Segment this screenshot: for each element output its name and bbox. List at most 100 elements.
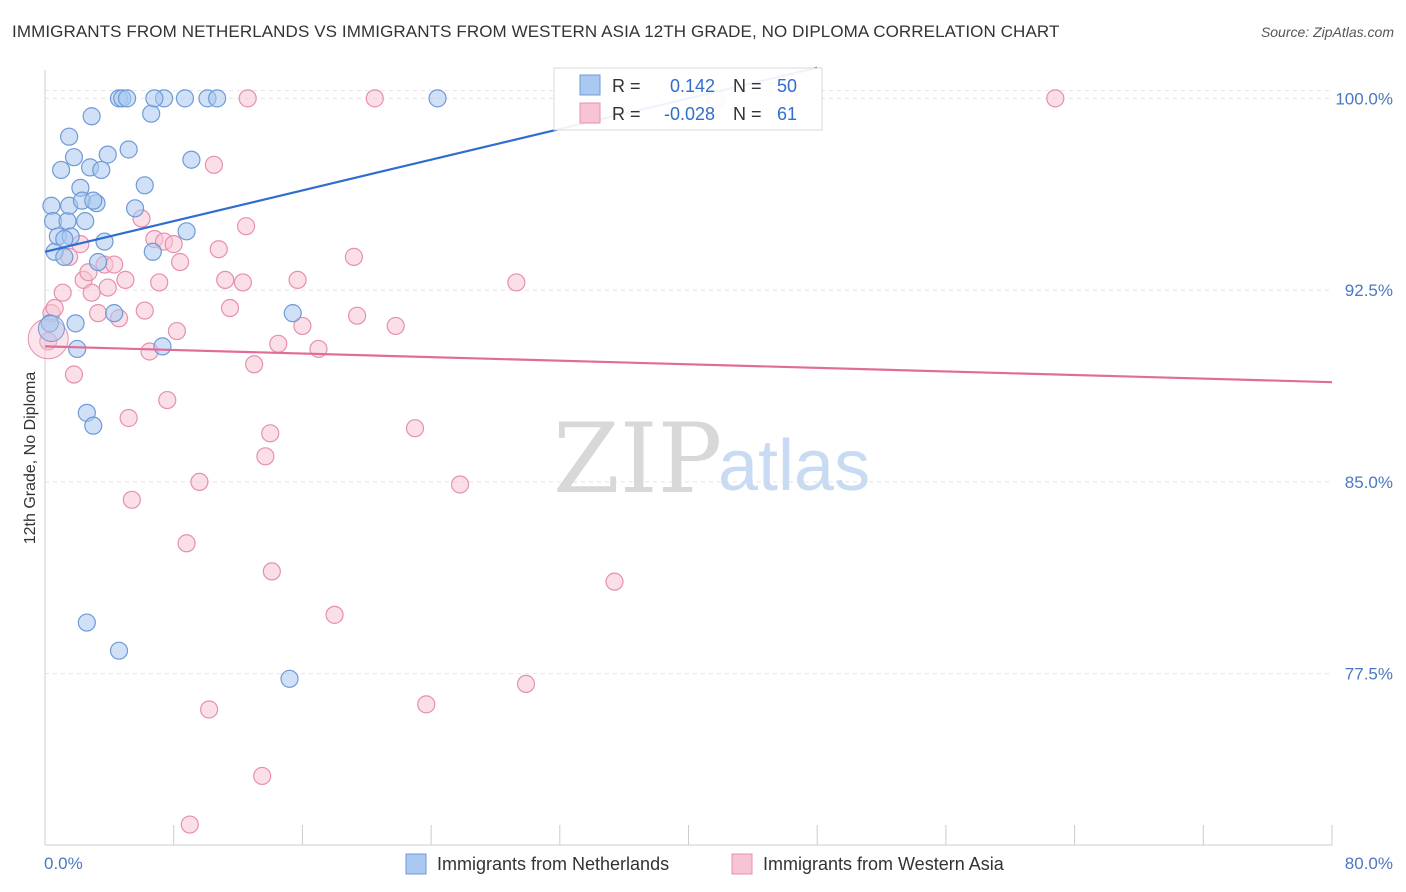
pink-series-point xyxy=(116,270,135,290)
y-tick-label: 100.0% xyxy=(1335,89,1393,108)
pink-series-point xyxy=(216,270,235,290)
blue-series-point xyxy=(66,314,85,333)
blue-series-point xyxy=(84,416,103,435)
blue-series-points xyxy=(37,89,447,688)
y-tick-label: 92.5% xyxy=(1345,281,1393,300)
blue-series-point xyxy=(60,127,79,146)
blue-series-point xyxy=(145,89,164,108)
blue-series-point xyxy=(92,160,111,180)
pink-series-point xyxy=(256,447,275,466)
pink-series-point xyxy=(53,283,72,302)
x-tick-marks xyxy=(44,825,1333,845)
pink-series-point xyxy=(98,278,117,297)
pink-series-point xyxy=(105,255,124,274)
legend-blue-swatch xyxy=(405,853,427,875)
y-axis-title: 12th Grade, No Diploma xyxy=(22,372,39,545)
blue-series-point xyxy=(143,242,162,261)
blue-series-point xyxy=(68,339,87,359)
y-tick-label: 85.0% xyxy=(1345,473,1393,492)
pink-series-point xyxy=(325,605,344,624)
pink-series-point xyxy=(236,217,256,236)
blue-series-point xyxy=(64,148,84,167)
legend: Immigrants from Netherlands Immigrants f… xyxy=(405,853,1005,875)
blue-series-point xyxy=(280,669,299,688)
pink-series-points xyxy=(27,89,1065,834)
source-label: Source: ZipAtlas.com xyxy=(1260,24,1394,40)
blue-series-point xyxy=(76,211,95,231)
blue-series-point xyxy=(283,304,302,323)
blue-series-point xyxy=(84,191,103,210)
y-tick-labels: 77.5% 85.0% 92.5% 100.0% xyxy=(1335,89,1393,683)
stats-pink-n-value: 61 xyxy=(777,104,797,124)
stats-pink-swatch xyxy=(579,102,601,124)
pink-series-point xyxy=(158,390,177,410)
stats-pink-r-value: -0.028 xyxy=(664,104,715,124)
pink-series-point xyxy=(347,306,367,325)
pink-series-point xyxy=(64,365,84,384)
blue-series-point xyxy=(55,247,74,266)
blue-series-point xyxy=(177,222,196,241)
pink-series-point xyxy=(605,572,624,591)
watermark: ZIP atlas xyxy=(553,403,870,515)
blue-series-point xyxy=(119,140,138,159)
pink-series-point xyxy=(150,273,169,292)
y-tick-label: 77.5% xyxy=(1345,665,1393,684)
pink-series-point xyxy=(164,235,183,254)
pink-series-point xyxy=(288,270,307,290)
blue-series-point xyxy=(109,641,129,660)
stats-blue-r-label: R = xyxy=(612,76,641,96)
blue-series-point xyxy=(428,89,447,108)
blue-series-point xyxy=(98,145,117,164)
pink-series-point xyxy=(386,316,405,336)
legend-blue-label: Immigrants from Netherlands xyxy=(437,854,669,874)
pink-series-point xyxy=(507,273,526,292)
pink-series-point xyxy=(180,815,199,834)
x-tick-label-max: 80.0% xyxy=(1345,854,1393,873)
pink-series-point xyxy=(417,695,436,714)
pink-series-point xyxy=(365,89,384,108)
pink-series-point xyxy=(135,301,154,320)
pink-series-point xyxy=(167,321,187,341)
blue-series-point xyxy=(182,150,201,169)
stats-pink-n-label: N = xyxy=(733,104,762,124)
pink-series-point xyxy=(233,273,252,292)
pink-series-point xyxy=(262,562,281,581)
pink-series-point xyxy=(177,534,196,553)
stats-blue-n-label: N = xyxy=(733,76,762,96)
stats-box: R = 0.142 N = 50 R = -0.028 N = 61 xyxy=(553,67,823,131)
blue-series-point xyxy=(153,337,172,356)
x-tick-label-min: 0.0% xyxy=(44,854,83,873)
pink-series-point xyxy=(261,424,280,443)
pink-series-point xyxy=(1046,89,1065,108)
blue-series-point xyxy=(105,304,124,323)
pink-series-point xyxy=(190,472,209,492)
blue-series-point xyxy=(58,211,77,231)
pink-series-point xyxy=(209,240,228,259)
pink-series-point xyxy=(269,334,288,353)
blue-series-point xyxy=(82,107,101,126)
stats-pink-r-label: R = xyxy=(612,104,641,124)
blue-series-point xyxy=(175,89,195,108)
watermark-atlas: atlas xyxy=(718,426,870,506)
blue-series-point xyxy=(142,104,161,123)
pink-series-point xyxy=(171,252,190,272)
pink-series-point xyxy=(253,766,272,786)
pink-series-point xyxy=(199,700,219,719)
pink-series-point xyxy=(119,408,138,428)
pink-series-point xyxy=(245,355,264,374)
legend-pink-label: Immigrants from Western Asia xyxy=(763,854,1005,874)
blue-series-point xyxy=(77,613,96,632)
blue-series-point xyxy=(37,314,65,342)
pink-series-point xyxy=(88,304,108,323)
blue-series-point xyxy=(125,199,145,218)
pink-trend-line xyxy=(44,345,1333,384)
blue-series-point xyxy=(42,196,61,215)
blue-series-point xyxy=(117,89,137,108)
legend-pink-swatch xyxy=(731,853,753,875)
stats-blue-swatch xyxy=(579,74,601,96)
pink-series-point xyxy=(450,475,470,494)
blue-series-point xyxy=(51,160,71,180)
pink-series-point xyxy=(204,155,224,174)
chart-title: IMMIGRANTS FROM NETHERLANDS VS IMMIGRANT… xyxy=(12,22,1060,41)
